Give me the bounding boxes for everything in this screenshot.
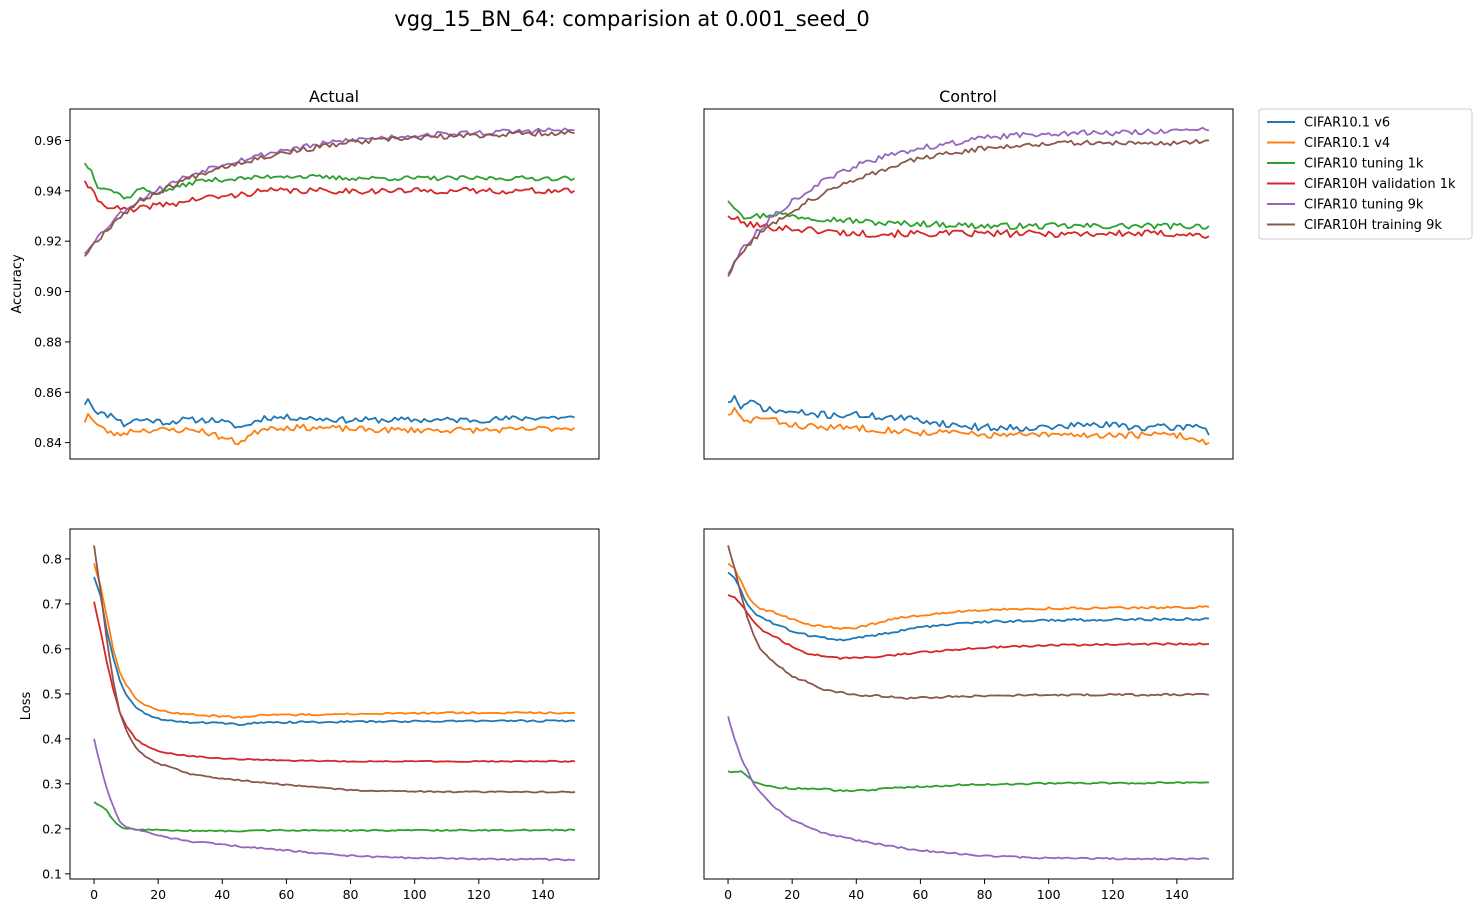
xtick-label: 60 xyxy=(278,887,294,902)
legend-label-cifar10-1-v4: CIFAR10.1 v4 xyxy=(1304,136,1390,151)
series-line-cifar10-1-v6 xyxy=(727,571,1210,642)
xtick-label: 40 xyxy=(214,887,230,902)
ytick-label: 0.1 xyxy=(42,866,62,881)
axes-frame xyxy=(703,108,1234,460)
legend-label-cifar10-tuning-9k: CIFAR10 tuning 9k xyxy=(1304,198,1424,213)
ytick-label: 0.94 xyxy=(34,183,62,198)
series-line-cifar10-1-v6 xyxy=(83,397,575,429)
ylabel-accuracy: Accuracy xyxy=(10,254,25,314)
axes-frame xyxy=(703,528,1234,880)
series-line-cifar10h-validation-1k xyxy=(83,180,575,213)
legend-frame xyxy=(1258,108,1473,240)
xtick-label: 120 xyxy=(467,887,491,902)
xtick-label: 140 xyxy=(531,887,555,902)
series-line-cifar10h-validation-1k xyxy=(93,601,576,763)
panel-control-loss: 0 20 40 60 80 100 120 140 xyxy=(703,528,1234,902)
panel-title-actual: Actual xyxy=(309,87,359,106)
xtick-label: 80 xyxy=(343,887,359,902)
figure-suptitle: vgg_15_BN_64: comparision at 0.001_seed_… xyxy=(394,7,869,32)
ytick-label: 0.3 xyxy=(42,776,62,791)
ytick-label: 0.96 xyxy=(34,133,62,148)
ytick-label: 0.88 xyxy=(34,334,62,349)
series-line-cifar10-1-v4 xyxy=(93,563,575,719)
series-line-cifar10-1-v4 xyxy=(727,562,1210,630)
series-line-cifar10-1-v6 xyxy=(93,576,576,726)
ytick-label: 0.86 xyxy=(34,385,62,400)
series-line-cifar10-tuning-9k xyxy=(727,716,1210,861)
xtick-label: 0 xyxy=(90,887,98,902)
panel-title-control: Control xyxy=(939,87,997,106)
xtick-label: 120 xyxy=(1101,887,1125,902)
xtick-label: 140 xyxy=(1165,887,1189,902)
series-line-cifar10-tuning-1k xyxy=(83,162,575,200)
ytick-label: 0.90 xyxy=(34,284,62,299)
ytick-label: 0.8 xyxy=(42,551,62,566)
ytick-label: 0.2 xyxy=(42,821,62,836)
series-line-cifar10h-training-9k xyxy=(84,129,575,257)
ytick-label: 0.7 xyxy=(42,596,62,611)
xtick-label: 0 xyxy=(724,887,732,902)
series-line-cifar10h-training-9k xyxy=(727,138,1209,277)
xtick-label: 60 xyxy=(912,887,928,902)
ytick-label: 0.92 xyxy=(34,234,62,249)
series-line-cifar10-tuning-1k xyxy=(727,200,1210,230)
legend-label-cifar10-tuning-1k: CIFAR10 tuning 1k xyxy=(1304,157,1424,172)
ytick-label: 0.84 xyxy=(34,435,62,450)
series-line-cifar10-1-v4 xyxy=(727,406,1210,446)
series-line-cifar10-tuning-9k xyxy=(727,126,1210,275)
legend-label-cifar10h-training-9k: CIFAR10H training 9k xyxy=(1304,218,1442,233)
ytick-label: 0.4 xyxy=(42,731,62,746)
xtick-label: 20 xyxy=(784,887,800,902)
panel-actual-loss: Loss 0.1 0.2 0.3 0.4 0.5 0.6 0.7 0.8 0 20 40 60 80 10… xyxy=(19,528,600,902)
panel-actual-accuracy: Actual Accuracy 0.84 0.86 0.88 0.90 0.92 0.94… xyxy=(10,87,600,460)
ylabel-loss: Loss xyxy=(19,692,34,721)
axes-frame xyxy=(69,528,600,880)
panel-control-accuracy: Control xyxy=(703,87,1234,460)
series-line-cifar10h-training-9k xyxy=(727,545,1210,700)
series-line-cifar10h-training-9k xyxy=(93,545,576,794)
series-line-cifar10-1-v4 xyxy=(83,413,576,446)
legend: CIFAR10.1 v6 CIFAR10.1 v4 CIFAR10 tuning 1… xyxy=(1258,108,1473,240)
series-line-cifar10h-validation-1k xyxy=(727,594,1210,660)
series-line-cifar10h-validation-1k xyxy=(727,215,1210,239)
ytick-label: 0.5 xyxy=(42,686,62,701)
series-line-cifar10-tuning-1k xyxy=(93,801,576,833)
xtick-label: 80 xyxy=(977,887,993,902)
xtick-label: 40 xyxy=(848,887,864,902)
axes-frame xyxy=(69,108,600,460)
xtick-label: 100 xyxy=(1037,887,1061,902)
series-line-cifar10-tuning-9k xyxy=(93,738,575,862)
xtick-label: 100 xyxy=(403,887,427,902)
series-line-cifar10-1-v6 xyxy=(727,394,1210,436)
xtick-label: 20 xyxy=(150,887,166,902)
legend-label-cifar10h-validation-1k: CIFAR10H validation 1k xyxy=(1304,177,1456,192)
legend-label-cifar10-1-v6: CIFAR10.1 v6 xyxy=(1304,116,1390,131)
series-line-cifar10-tuning-1k xyxy=(727,770,1210,793)
ytick-label: 0.6 xyxy=(42,641,62,656)
